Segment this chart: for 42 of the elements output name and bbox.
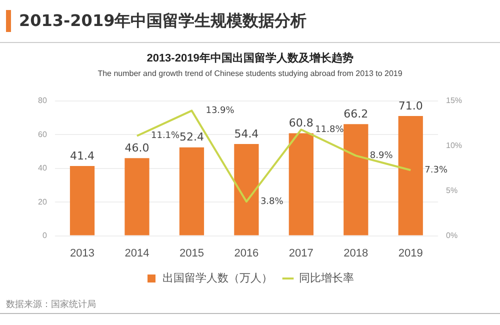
bar — [344, 124, 368, 236]
x-tick-label: 2014 — [124, 247, 150, 260]
data-label: 11.1% — [150, 131, 180, 142]
chart-subtitle: The number and growth trend of Chinese students studying abroad from 2013 to 2019 — [98, 69, 403, 78]
y-tick-label: 20 — [38, 197, 48, 206]
data-label: 66.2 — [344, 107, 368, 120]
x-tick-label: 2015 — [179, 247, 204, 260]
x-tick-label: 2016 — [234, 247, 259, 260]
bar — [288, 133, 314, 236]
y-tick-label: 80 — [38, 96, 48, 106]
y-tick-label: 40 — [38, 164, 48, 173]
data-label: 11.8% — [315, 124, 344, 135]
y-tick-label: 0 — [42, 231, 48, 240]
data-label: 7.3% — [424, 165, 448, 176]
data-label: 41.4 — [70, 149, 95, 162]
y2-tick-label: 5% — [446, 186, 458, 196]
x-tick-label: 2017 — [288, 247, 314, 260]
data-label: 46.0 — [124, 142, 150, 155]
bar — [179, 147, 204, 236]
y2-tick-label: 15% — [446, 96, 462, 106]
data-label: 3.8% — [260, 196, 284, 207]
bar — [124, 158, 150, 236]
x-tick-label: 2018 — [344, 247, 368, 260]
source-note: 数据来源：国家统计局 — [6, 298, 96, 311]
y2-tick-label: 0% — [446, 231, 458, 240]
text: 2013-2019年中国留学生规模数据分析 — [19, 10, 307, 32]
legend-label: 出国留学人数（万人） — [162, 272, 272, 285]
data-label: 52.4 — [179, 130, 204, 144]
y2-tick-label: 10% — [446, 141, 462, 150]
data-label: 13.9% — [206, 106, 235, 116]
data-label: 8.9% — [370, 151, 394, 162]
bar — [398, 116, 423, 236]
y-tick-label: 60 — [38, 130, 48, 139]
data-label: 54.4 — [234, 127, 259, 140]
data-label: 71.0 — [398, 99, 423, 112]
x-tick-label: 2013 — [70, 247, 95, 260]
data-label: 60.8 — [288, 116, 314, 130]
bar — [234, 144, 259, 236]
bar — [70, 166, 95, 236]
x-tick-label: 2019 — [398, 247, 423, 260]
chart-title: 2013-2019年中国出国留学人数及增长趋势 — [146, 52, 354, 65]
legend-label: 同比增长率 — [299, 272, 354, 285]
